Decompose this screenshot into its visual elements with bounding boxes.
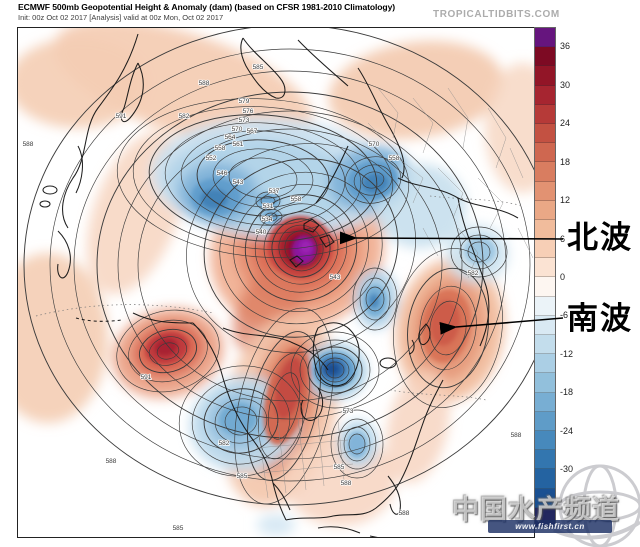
political-borders: [255, 87, 534, 499]
colorbar-cell: [535, 47, 555, 67]
colorbar-tick-label: 18: [560, 156, 571, 167]
colorbar-tick-label: 24: [560, 118, 571, 129]
contour-label: 561: [233, 141, 244, 148]
colorbar-cell: [535, 123, 555, 144]
contour-label: 546: [217, 170, 228, 177]
chart-subtitle: Init: 00z Oct 02 2017 [Analysis] valid a…: [18, 13, 224, 22]
colorbar-tick-label: -30: [560, 464, 574, 475]
colorbar-cell: [535, 219, 555, 240]
contour-label: 585: [237, 473, 248, 480]
contour-label: 543: [330, 274, 341, 281]
colorbar-cell: [535, 66, 555, 86]
contour-label: 588: [106, 458, 117, 465]
colorbar-tick-label: 12: [560, 195, 571, 206]
contour-label: 588: [511, 432, 522, 439]
chart-title: ECMWF 500mb Geopotential Height & Anomal…: [18, 2, 396, 12]
colorbar-cell: [535, 28, 555, 48]
contour-label: 591: [116, 113, 127, 120]
colorbar-cell: [535, 335, 555, 355]
contour-label: 543: [233, 179, 244, 186]
contour-label: 558: [389, 155, 400, 162]
colorbar-cell: [535, 450, 555, 470]
colorbar-cell: [535, 85, 555, 105]
anomaly-shading-halos: [18, 28, 534, 536]
north-wave-label: 北波: [567, 220, 633, 255]
contour-label: 591: [141, 374, 152, 381]
contour-lines: [23, 28, 534, 506]
contour-label: 588: [341, 480, 352, 487]
colorbar-cell: [535, 239, 555, 259]
colorbar-cell: [535, 277, 555, 297]
colorbar-cell: [535, 392, 555, 412]
south-wave-label: 南波: [567, 301, 633, 336]
colorbar-cell: [535, 296, 555, 316]
colorbar-cell: [535, 162, 555, 182]
contour-label: 585: [334, 464, 345, 471]
anomaly-colorbar-scale: [534, 27, 556, 527]
colorbar-ticks: 36 30 24 18 12 6 0 -6 -12 -18 -24 -30: [560, 27, 594, 527]
colorbar-cell: [535, 181, 555, 201]
contour-label: 564: [225, 134, 236, 141]
colorbar-cell: [535, 143, 555, 163]
contour-label: 588: [23, 141, 34, 148]
contour-label: 573: [239, 117, 250, 124]
colorbar-tick-label: 0: [560, 272, 566, 282]
contour-label: 537: [269, 188, 280, 195]
contour-label: 588: [399, 510, 410, 517]
contour-label: 582: [219, 440, 230, 447]
contour-label: 534: [262, 216, 273, 223]
colorbar-cell: [535, 373, 555, 393]
colorbar-tick-label: 30: [560, 79, 571, 90]
colorbar-cell: [535, 411, 555, 431]
colorbar-cell: [535, 469, 555, 489]
contour-label: 567: [247, 128, 258, 135]
site-watermark-text: TROPICALTIDBITS.COM: [433, 9, 560, 20]
contour-label: 570: [369, 141, 380, 148]
watermark-url: www.fishfirst.cn: [515, 522, 585, 531]
contour-label: 588: [199, 80, 210, 87]
contour-label: 570: [232, 126, 243, 133]
colorbar-cell: [535, 315, 555, 335]
contour-label: 579: [239, 98, 250, 105]
contour-label: 585: [253, 64, 264, 71]
colorbar-tick-label: -12: [560, 348, 574, 359]
colorbar-tick-label: -24: [560, 425, 574, 436]
colorbar-tick-label: -6: [560, 310, 569, 321]
contour-label: 585: [173, 525, 184, 532]
contour-label: 573: [343, 408, 354, 415]
coastlines: [39, 33, 519, 537]
contour-label: 540: [256, 229, 267, 236]
contour-label: 531: [263, 203, 274, 210]
contour-label: 576: [243, 108, 254, 115]
colorbar-tick-label: -18: [560, 387, 574, 398]
colorbar-cell: [535, 200, 555, 220]
colorbar-cell: [535, 258, 555, 278]
colorbar-cell: [535, 104, 555, 124]
contour-label: 552: [206, 155, 217, 162]
colorbar-cell: [535, 488, 555, 508]
map-panel: 588 591 588 585 582 579 576 573 570 567 564 561 558 5…: [17, 27, 535, 538]
contour-label: 558: [291, 196, 302, 203]
contour-label: 582: [179, 113, 190, 120]
dashed-contours: [35, 195, 524, 401]
colorbar-cell: [535, 430, 555, 451]
watermark-url-bar: www.fishfirst.cn: [488, 520, 612, 533]
colorbar-cell: [535, 354, 555, 374]
contour-label: 582: [468, 270, 479, 277]
colorbar-tick-label: 36: [560, 41, 571, 52]
contour-label: 558: [215, 145, 226, 152]
colorbar-tick-label: 6: [560, 233, 566, 244]
